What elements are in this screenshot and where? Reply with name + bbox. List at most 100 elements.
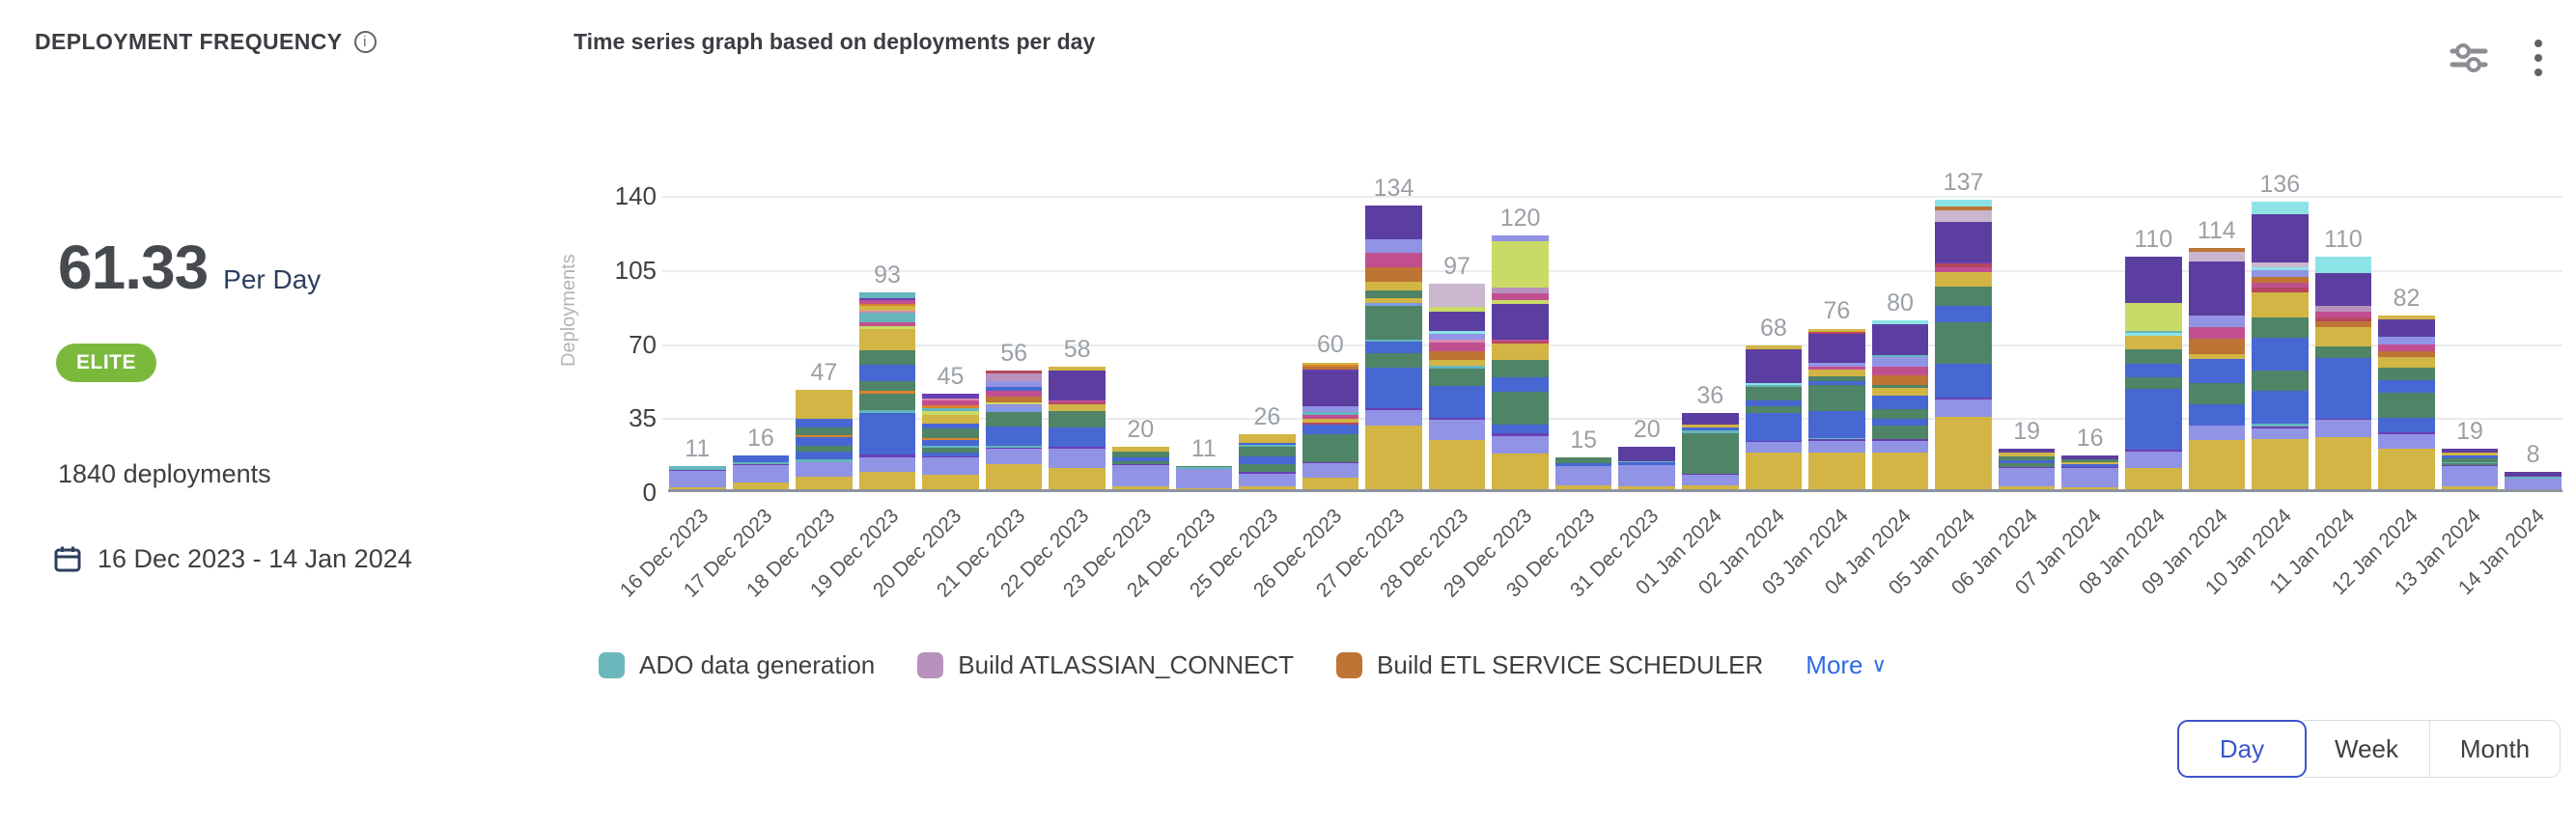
bar-value-label-13-jan-2024: 19 [2456,418,2483,446]
bar-slot-31-dec-2023: 20 31 Dec 2023 [1566,196,1675,601]
bar-22-dec-2023[interactable] [1049,366,1106,489]
bar-segment [1428,385,1486,419]
bar-segment [1302,414,1359,419]
bar-segment [2378,350,2435,358]
bar-segment [2252,292,2309,318]
bar-02-jan-2024[interactable] [1745,344,1803,489]
bar-segment [858,297,916,301]
legend-item-ado[interactable]: ADO data generation [599,650,875,680]
bar-segment [732,482,790,489]
bar-20-dec-2023[interactable] [922,394,979,489]
toggle-month[interactable]: Month [2429,720,2561,778]
bar-segment [1618,460,1675,463]
bar-06-jan-2024[interactable] [1998,449,2056,489]
bar-segment [2252,391,2309,425]
bar-segment [1745,406,1803,414]
filter-settings-button[interactable] [2449,41,2489,75]
bar-09-jan-2024[interactable] [2188,248,2246,489]
bar-segment [1492,360,1549,377]
bar-segment [2252,266,2309,270]
bar-13-jan-2024[interactable] [2441,449,2499,489]
bar-04-jan-2024[interactable] [1871,319,1929,489]
bar-segment [922,437,979,440]
bar-08-jan-2024[interactable] [2124,256,2182,489]
bar-21-dec-2023[interactable] [985,371,1043,489]
bar-segment [1302,462,1359,464]
bar-segment [858,292,916,298]
bar-11-jan-2024[interactable] [2314,256,2372,489]
bar-segment [1808,420,1865,438]
bar-07-jan-2024[interactable] [2061,454,2118,489]
bar-segment [1428,418,1486,421]
bar-segment [985,381,1043,387]
bar-segment [858,312,916,323]
bar-segment [1428,359,1486,367]
bar-17-dec-2023[interactable] [732,454,790,489]
bar-29-dec-2023[interactable] [1492,234,1549,489]
legend-item-etl-scheduler[interactable]: Build ETL SERVICE SCHEDULER [1336,650,1763,680]
bar-segment [1935,206,1992,210]
bar-24-dec-2023[interactable] [1175,465,1233,489]
bar-segment [1111,465,1169,487]
bar-segment [1871,366,1929,376]
bar-segment [1492,344,1549,361]
bar-segment [1492,339,1549,343]
legend-more-button[interactable]: More ∨ [1806,650,1887,680]
bar-segment [1871,375,1929,385]
bar-19-dec-2023[interactable] [858,292,916,489]
bar-segment [796,459,853,462]
bar-segment [2378,417,2435,433]
bar-slot-09-jan-2024: 114 09 Jan 2024 [2138,196,2246,599]
bar-segment [1239,485,1296,489]
bar-01-jan-2024[interactable] [1682,413,1739,489]
bar-slot-25-dec-2023: 26 25 Dec 2023 [1186,196,1296,601]
bar-segment [1049,399,1106,400]
bar-value-label-08-jan-2024: 110 [2134,225,2173,253]
gridline-y70 [662,344,2562,346]
bar-segment [2378,392,2435,418]
bar-segment [922,455,979,458]
bar-25-dec-2023[interactable] [1239,434,1296,489]
bar-segment [1302,477,1359,489]
bar-18-dec-2023[interactable] [796,390,853,489]
bar-segment [1618,462,1675,466]
bar-segment [858,306,916,311]
bar-05-jan-2024[interactable] [1935,199,1992,489]
bar-segment [2252,213,2309,262]
legend-item-atlassian-connect[interactable]: Build ATLASSIAN_CONNECT [917,650,1294,680]
info-icon[interactable]: i [353,31,377,53]
bar-segment [1998,459,2056,464]
toggle-day[interactable]: Day [2177,720,2307,778]
bar-value-label-06-jan-2024: 19 [2013,418,2040,446]
legend-swatch-etl-scheduler [1336,652,1363,678]
bar-segment [922,423,979,429]
bar-23-dec-2023[interactable] [1111,447,1169,489]
bar-segment [1239,456,1296,461]
bar-16-dec-2023[interactable] [669,465,726,489]
bar-segment [985,408,1043,412]
bar-03-jan-2024[interactable] [1808,328,1865,489]
bar-30-dec-2023[interactable] [1554,457,1612,489]
bar-segment [1492,234,1549,241]
bar-value-label-11-jan-2024: 110 [2323,225,2363,253]
bar-segment [1428,366,1486,369]
kebab-menu-button[interactable] [2534,39,2543,77]
toggle-week[interactable]: Week [2304,720,2429,778]
bar-segment [2314,357,2372,380]
bar-segment [2188,439,2246,489]
bar-slot-28-dec-2023: 97 28 Dec 2023 [1376,196,1486,601]
bar-10-jan-2024[interactable] [2252,201,2309,489]
bar-segment [985,463,1043,489]
bar-31-dec-2023[interactable] [1618,447,1675,489]
bar-segment [1935,397,1992,400]
y-tick-label-140: 140 [614,181,657,210]
bar-segment [1745,400,1803,407]
bar-14-jan-2024[interactable] [2505,472,2562,489]
bar-26-dec-2023[interactable] [1302,362,1359,489]
bar-28-dec-2023[interactable] [1428,284,1486,489]
bar-segment [1049,399,1106,403]
bar-segment [2124,333,2182,336]
bar-12-jan-2024[interactable] [2378,316,2435,489]
bar-segment [1745,383,1803,385]
bar-27-dec-2023[interactable] [1365,206,1422,489]
